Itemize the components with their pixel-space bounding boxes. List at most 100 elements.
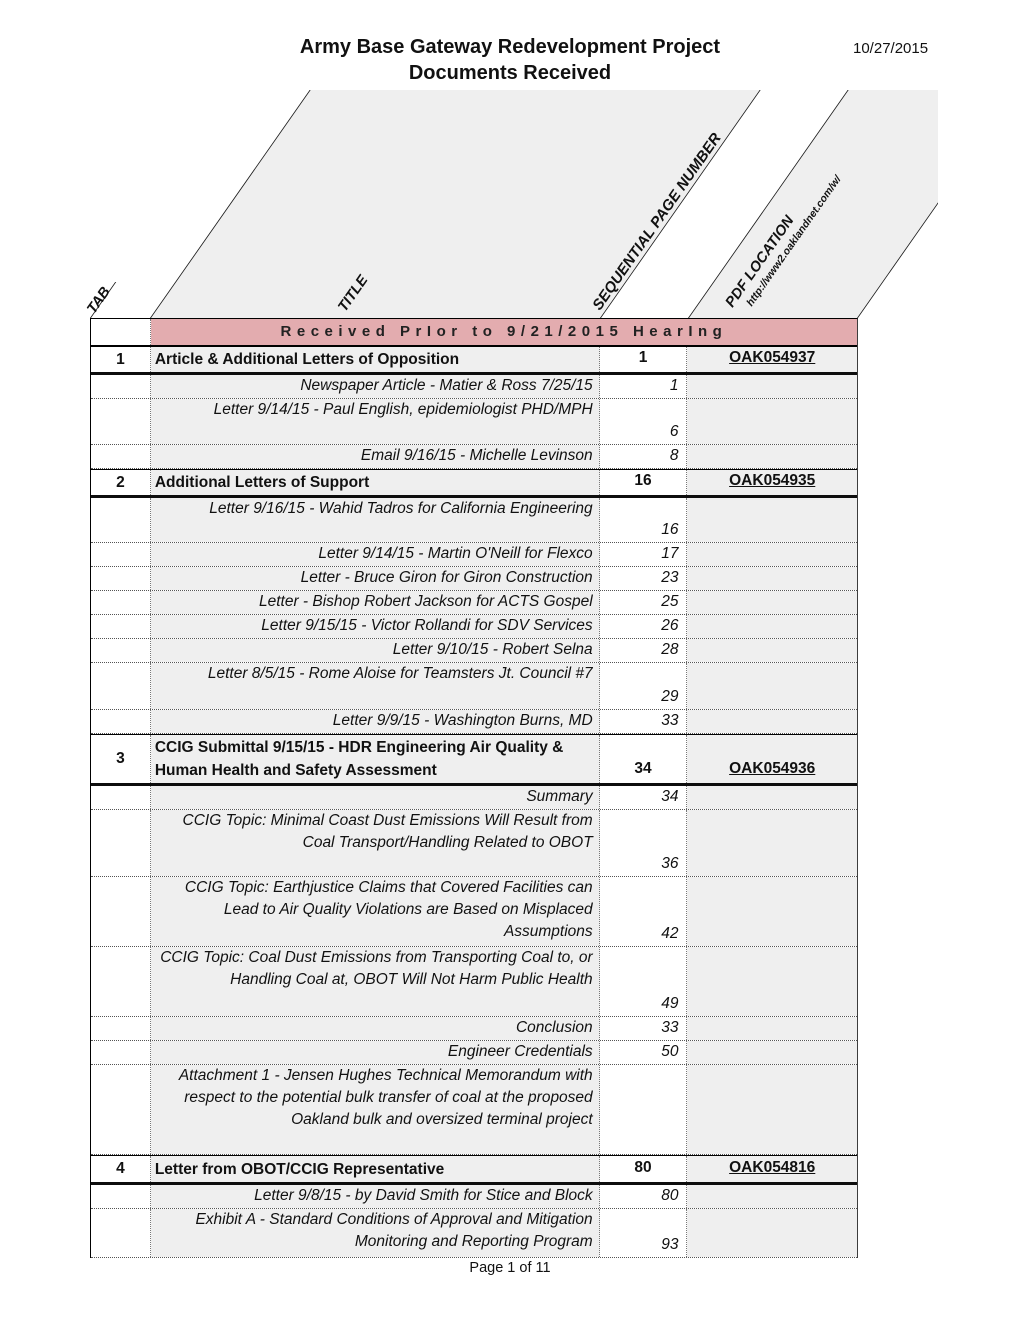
title-cell: Article & Additional Letters of Oppositi… <box>150 347 600 372</box>
tab-cell <box>91 710 151 733</box>
pdf-link[interactable]: OAK054816 <box>729 1159 816 1176</box>
sub-row: Summary 34 <box>91 786 857 810</box>
page-cell: 33 <box>599 1017 688 1040</box>
tab-cell <box>91 591 151 614</box>
page-cell: 1 <box>599 375 688 398</box>
page-cell: 26 <box>599 615 688 638</box>
pdf-cell <box>687 1209 857 1257</box>
page-cell: 25 <box>599 591 688 614</box>
sub-row: Conclusion 33 <box>91 1017 857 1041</box>
pdf-cell <box>687 1065 857 1154</box>
tab-cell <box>91 615 151 638</box>
sub-row: Letter 9/10/15 - Robert Selna 28 <box>91 639 857 663</box>
pdf-cell <box>687 877 857 946</box>
title-cell: CCIG Topic: Earthjustice Claims that Cov… <box>150 877 600 946</box>
sub-row: Letter - Bruce Giron for Giron Construct… <box>91 567 857 591</box>
tab-cell <box>91 319 151 345</box>
pdf-cell <box>687 543 857 566</box>
pdf-cell <box>687 1041 857 1064</box>
pdf-cell <box>687 375 857 398</box>
pdf-cell <box>687 947 857 1016</box>
page-cell: 80 <box>599 1185 688 1208</box>
title-cell: Summary <box>150 786 600 809</box>
pdf-cell <box>687 591 857 614</box>
title-cell: Engineer Credentials <box>150 1041 600 1064</box>
title-cell: CCIG Topic: Minimal Coast Dust Emissions… <box>150 810 600 876</box>
sub-row: Letter 9/14/15 - Martin O'Neill for Flex… <box>91 543 857 567</box>
tab-cell: 4 <box>91 1156 151 1182</box>
pdf-cell <box>687 1017 857 1040</box>
title-cell: Letter - Bruce Giron for Giron Construct… <box>150 567 600 590</box>
tab-cell <box>91 375 151 398</box>
page-cell: 1 <box>599 347 688 372</box>
tab-row: 4 Letter from OBOT/CCIG Representative 80 O… <box>91 1155 857 1185</box>
title-cell: Letter 9/9/15 - Washington Burns, MD <box>150 710 600 733</box>
pdf-link[interactable]: OAK054937 <box>729 349 816 366</box>
tab-cell <box>91 1209 151 1257</box>
sub-row: Letter 9/14/15 - Paul English, epidemiol… <box>91 399 857 445</box>
page-cell: 36 <box>599 810 688 876</box>
tab-cell: 2 <box>91 470 151 495</box>
page-cell: 6 <box>599 399 688 444</box>
sub-row: Letter 9/16/15 - Wahid Tadros for Califo… <box>91 498 857 543</box>
page-cell: 16 <box>599 498 688 542</box>
tab-cell <box>91 639 151 662</box>
pdf-cell <box>687 786 857 809</box>
tab-cell <box>91 663 151 709</box>
title-cell: Letter - Bishop Robert Jackson for ACTS … <box>150 591 600 614</box>
pdf-cell: OAK054936 <box>687 735 857 783</box>
pdf-link[interactable]: OAK054936 <box>729 760 816 777</box>
sub-row: Exhibit A - Standard Conditions of Appro… <box>91 1209 857 1258</box>
title-cell: Letter 8/5/15 - Rome Aloise for Teamster… <box>150 663 600 709</box>
sub-row: Letter 8/5/15 - Rome Aloise for Teamster… <box>91 663 857 710</box>
tab-cell: 1 <box>91 347 151 372</box>
pdf-cell: OAK054935 <box>687 470 857 495</box>
tab-cell: 3 <box>91 735 151 783</box>
section-row: Received PrIor to 9/21/2015 HearIng <box>91 319 857 346</box>
tab-cell <box>91 445 151 468</box>
page-cell: 34 <box>599 735 688 783</box>
title-cell: Newspaper Article - Matier & Ross 7/25/1… <box>150 375 600 398</box>
page-footer: Page 1 of 11 <box>469 1260 551 1276</box>
pdf-cell <box>687 498 857 542</box>
pdf-cell <box>687 445 857 468</box>
page-cell: 34 <box>599 786 688 809</box>
title-cell: Letter from OBOT/CCIG Representative <box>150 1156 600 1182</box>
documents-table: Received PrIor to 9/21/2015 HearIng 1 Arti… <box>90 318 858 1258</box>
page-cell: 80 <box>599 1156 688 1182</box>
pdf-cell <box>687 615 857 638</box>
tab-cell <box>91 786 151 809</box>
tab-row: 2 Additional Letters of Support 16 OAK05493… <box>91 469 857 498</box>
tab-cell <box>91 1065 151 1154</box>
pdf-link[interactable]: OAK054935 <box>729 472 816 489</box>
tab-row: 1 Article & Additional Letters of Opposit… <box>91 346 857 375</box>
pdf-cell <box>687 399 857 444</box>
title-cell: Letter 9/14/15 - Paul English, epidemiol… <box>150 399 600 444</box>
title-cell: CCIG Submittal 9/15/15 - HDR Engineering… <box>150 735 600 783</box>
title-cell: Letter 9/10/15 - Robert Selna <box>150 639 600 662</box>
sub-row: Letter 9/15/15 - Victor Rollandi for SDV… <box>91 615 857 639</box>
sub-row: CCIG Topic: Minimal Coast Dust Emissions… <box>91 810 857 877</box>
page-cell <box>599 1065 688 1154</box>
title-cell: Conclusion <box>150 1017 600 1040</box>
tab-row: 3 CCIG Submittal 9/15/15 - HDR Engineerin… <box>91 734 857 786</box>
sub-row: Email 9/16/15 - Michelle Levinson 8 <box>91 445 857 469</box>
sub-row: CCIG Topic: Coal Dust Emissions from Tra… <box>91 947 857 1017</box>
tab-cell <box>91 399 151 444</box>
page-cell: 49 <box>599 947 688 1016</box>
pdf-cell <box>687 810 857 876</box>
sub-row: CCIG Topic: Earthjustice Claims that Cov… <box>91 877 857 947</box>
sub-row: Attachment 1 - Jensen Hughes Technical M… <box>91 1065 857 1155</box>
title-cell: Exhibit A - Standard Conditions of Appro… <box>150 1209 600 1257</box>
pdf-cell: OAK054816 <box>687 1156 857 1182</box>
sub-row: Newspaper Article - Matier & Ross 7/25/1… <box>91 375 857 399</box>
page-cell: 42 <box>599 877 688 946</box>
title-cell: Attachment 1 - Jensen Hughes Technical M… <box>150 1065 600 1154</box>
page-cell: 8 <box>599 445 688 468</box>
page-cell: 93 <box>599 1209 688 1257</box>
section-title: Received PrIor to 9/21/2015 HearIng <box>150 319 857 345</box>
pdf-cell: OAK054937 <box>687 347 857 372</box>
title-cell: Letter 9/8/15 - by David Smith for Stice… <box>150 1185 600 1208</box>
pdf-cell <box>687 639 857 662</box>
page-cell: 33 <box>599 710 688 733</box>
